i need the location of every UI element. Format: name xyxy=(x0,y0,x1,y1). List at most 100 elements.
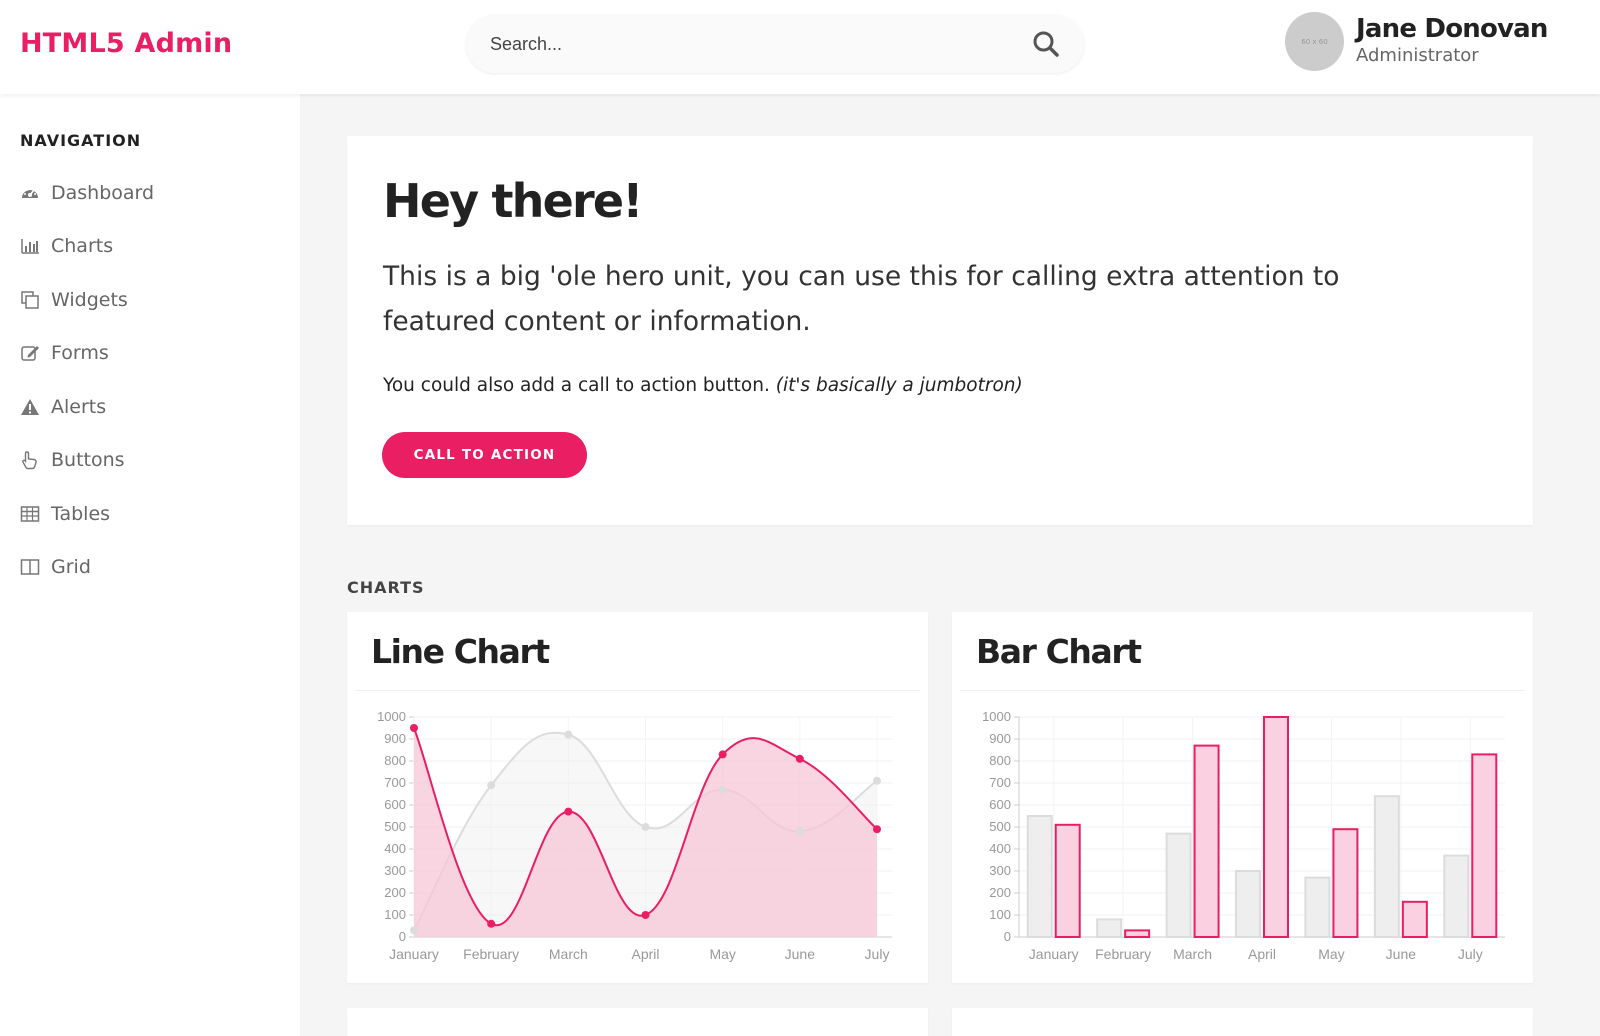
avatar-placeholder-text: 60 x 60 xyxy=(1301,38,1328,46)
brand-logo[interactable]: HTML5 Admin xyxy=(20,28,233,59)
sidebar-item-forms[interactable]: Forms xyxy=(20,338,109,368)
y-tick-label: 700 xyxy=(384,775,406,790)
data-point xyxy=(641,823,650,831)
sidebar-item-label: Dashboard xyxy=(51,182,155,204)
hero-sub-text: You could also add a call to action butt… xyxy=(383,375,770,396)
y-tick-label: 300 xyxy=(384,863,406,878)
data-point xyxy=(718,785,727,794)
bar-chart-title: Bar Chart xyxy=(976,632,1142,671)
series-area xyxy=(414,728,877,937)
y-tick-label: 0 xyxy=(399,929,406,944)
sidebar-item-charts[interactable]: Charts xyxy=(20,231,113,261)
sidebar-item-label: Grid xyxy=(51,556,91,578)
search-input[interactable] xyxy=(466,15,1006,73)
line-chart[interactable]: 0 100 200 300 400 500 600 700 800 900 1000 January F… xyxy=(347,702,928,977)
bar-chart-card: Bar Chart 0 100 200 300 400 500 600 700 800 900 10… xyxy=(952,612,1533,983)
y-tick-label: 300 xyxy=(989,863,1011,878)
sidebar-item-label: Alerts xyxy=(51,396,107,418)
data-point xyxy=(410,724,418,732)
sidebar-item-label: Widgets xyxy=(51,289,128,311)
hero-lead: This is a big 'ole hero unit, you can us… xyxy=(383,261,1340,337)
data-point xyxy=(873,825,881,834)
sidebar-item-label: Buttons xyxy=(51,449,125,471)
bar xyxy=(1332,828,1359,938)
sidebar-item-alerts[interactable]: Alerts xyxy=(20,392,106,422)
y-tick-label: 400 xyxy=(384,841,406,856)
sidebar-item-label: Charts xyxy=(51,235,114,257)
x-tick-label: February xyxy=(463,946,519,962)
y-tick-label: 0 xyxy=(1004,929,1011,944)
y-tick-label: 1000 xyxy=(982,709,1011,724)
sidebar: NAVIGATION Dashboard Charts Widgets Form… xyxy=(0,94,300,1036)
x-tick-label: March xyxy=(1173,946,1212,962)
bar xyxy=(1263,716,1289,938)
card-divider xyxy=(960,690,1525,691)
y-tick-label: 500 xyxy=(989,819,1011,834)
edit-icon xyxy=(21,346,39,361)
columns-icon xyxy=(20,559,40,575)
y-tick-label: 100 xyxy=(384,907,406,922)
data-point xyxy=(487,781,496,790)
line-chart-title: Line Chart xyxy=(371,632,550,671)
warning-icon xyxy=(21,399,39,415)
bar xyxy=(1124,929,1151,938)
y-tick-label: 800 xyxy=(384,753,406,768)
y-tick-label: 600 xyxy=(384,797,406,812)
bar xyxy=(1304,876,1331,939)
y-tick-label: 100 xyxy=(989,907,1011,922)
x-tick-label: April xyxy=(1248,946,1276,962)
dashboard-icon xyxy=(22,189,38,198)
series-line xyxy=(413,727,878,927)
y-tick-label: 200 xyxy=(384,885,406,900)
bar-chart-icon xyxy=(21,239,39,254)
bar xyxy=(1026,815,1053,938)
data-point xyxy=(564,730,573,739)
chart-card-lower-right xyxy=(952,1008,1533,1036)
data-point xyxy=(873,776,881,785)
call-to-action-button[interactable]: CALL TO ACTION xyxy=(382,432,587,478)
sidebar-item-label: Tables xyxy=(51,503,111,525)
search-icon[interactable] xyxy=(1031,29,1061,59)
line-chart-card: Line Chart 0 100 200 300 400 500 600 700 800 900 1… xyxy=(347,612,928,983)
bar xyxy=(1193,744,1220,938)
data-point xyxy=(795,754,804,763)
bar-chart[interactable]: 0 100 200 300 400 500 600 700 800 900 1000 January F… xyxy=(952,702,1533,977)
avatar[interactable]: 60 x 60 xyxy=(1285,12,1344,71)
sidebar-item-buttons[interactable]: Buttons xyxy=(20,445,125,475)
bar xyxy=(1373,795,1400,938)
data-point xyxy=(410,926,418,935)
hero-subtext: You could also add a call to action butt… xyxy=(383,375,1023,396)
user-role: Administrator xyxy=(1356,45,1479,66)
user-name[interactable]: Jane Donovan xyxy=(1356,14,1548,44)
x-tick-label: January xyxy=(1029,946,1079,962)
y-tick-label: 800 xyxy=(989,753,1011,768)
card-divider xyxy=(355,690,920,691)
hero-unit: Hey there! This is a big 'ole hero unit,… xyxy=(347,136,1533,525)
y-tick-label: 200 xyxy=(989,885,1011,900)
y-tick-label: 1000 xyxy=(377,709,406,724)
bar xyxy=(1235,870,1261,938)
sidebar-item-grid[interactable]: Grid xyxy=(20,552,91,582)
charts-section-title: CHARTS xyxy=(347,578,425,597)
x-tick-label: June xyxy=(785,946,816,962)
sidebar-item-widgets[interactable]: Widgets xyxy=(20,285,128,315)
x-tick-label: July xyxy=(1458,946,1483,962)
bar xyxy=(1054,823,1081,938)
y-tick-label: 500 xyxy=(384,819,406,834)
x-tick-label: March xyxy=(549,946,588,962)
sidebar-item-tables[interactable]: Tables xyxy=(20,499,110,529)
bar xyxy=(1401,900,1428,939)
x-tick-label: July xyxy=(865,946,890,962)
data-point xyxy=(564,807,573,816)
data-point xyxy=(487,919,496,928)
copy-icon xyxy=(21,291,39,309)
sidebar-item-dashboard[interactable]: Dashboard xyxy=(20,178,154,208)
data-point xyxy=(795,827,804,836)
hero-title: Hey there! xyxy=(383,174,643,228)
search-box xyxy=(466,15,1084,73)
bar xyxy=(1165,832,1192,939)
x-tick-label: February xyxy=(1095,946,1151,962)
sidebar-item-label: Forms xyxy=(51,342,109,364)
x-tick-label: January xyxy=(389,946,439,962)
y-tick-label: 900 xyxy=(989,731,1011,746)
